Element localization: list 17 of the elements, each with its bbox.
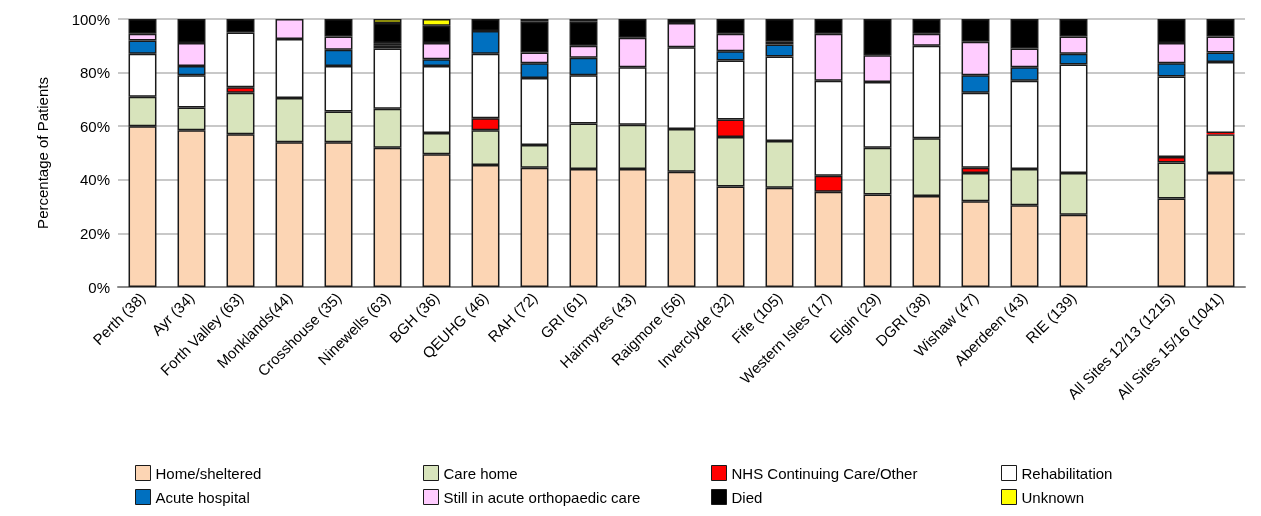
legend-label: Rehabilitation — [1021, 464, 1113, 482]
y-tick-label: 60% — [79, 117, 110, 135]
legend-label: Care home — [443, 464, 518, 482]
legend-label: Still in acute orthopaedic care — [443, 488, 641, 506]
y-tick-label: 0% — [88, 278, 110, 296]
y-tick-label: 40% — [79, 171, 110, 189]
y-tick-label: 20% — [79, 224, 110, 242]
legend-label: Unknown — [1021, 488, 1085, 506]
bar — [765, 19, 794, 42]
y-tick-label: 100% — [71, 10, 110, 28]
y-tick-label: 80% — [79, 64, 110, 82]
y-axis-title: Percentage of Patients — [34, 77, 51, 229]
bar — [373, 23, 402, 44]
legend-label: NHS Continuing Care/Other — [731, 464, 918, 482]
legend-label: Died — [731, 488, 763, 506]
legend-label: Acute hospital — [155, 488, 250, 506]
legend-label: Home/sheltered — [155, 464, 262, 482]
